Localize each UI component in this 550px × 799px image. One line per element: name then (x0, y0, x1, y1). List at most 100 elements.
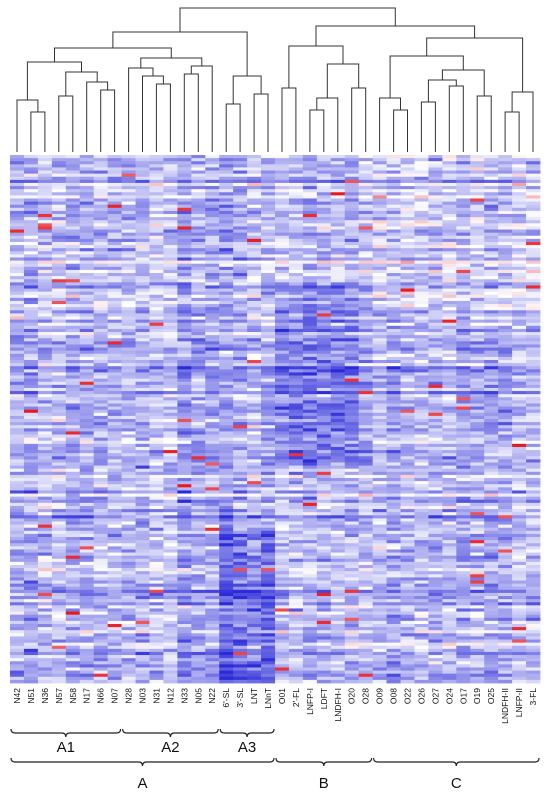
heatmap-cell (512, 484, 527, 488)
heatmap-cell (205, 161, 220, 165)
heatmap-cell (205, 474, 220, 479)
heatmap-cell (10, 471, 25, 476)
heatmap-cell (37, 537, 53, 541)
heatmap-cell (275, 422, 290, 426)
heatmap-cell (512, 481, 527, 485)
heatmap-cell (149, 530, 164, 535)
heatmap-cell (149, 176, 164, 181)
heatmap-cell (10, 238, 25, 243)
heatmap-cell (512, 378, 527, 383)
heatmap-cell (400, 214, 415, 218)
heatmap-cell (316, 552, 332, 557)
heatmap-cell (205, 381, 220, 386)
heatmap-cell (414, 375, 429, 380)
heatmap-cell (498, 220, 513, 224)
heatmap-cell (93, 369, 109, 373)
heatmap-cell (51, 241, 67, 246)
heatmap-cell (149, 279, 164, 283)
heatmap-cell (386, 394, 401, 398)
heatmap-cell (288, 344, 304, 348)
heatmap-cell (51, 415, 67, 420)
heatmap-cell (442, 195, 457, 199)
heatmap-cell (163, 297, 178, 302)
heatmap-cell (498, 229, 513, 234)
heatmap-cell (135, 527, 150, 532)
heatmap-cell (484, 493, 499, 498)
heatmap-cell (470, 462, 485, 466)
heatmap-cell (512, 524, 527, 529)
heatmap-cell (247, 276, 262, 280)
heatmap-cell (163, 248, 178, 252)
heatmap-cell (498, 397, 513, 401)
heatmap-cell (219, 350, 234, 355)
heatmap-cell (414, 537, 429, 541)
heatmap-cell (470, 381, 485, 386)
heatmap-cell (79, 533, 95, 538)
heatmap-cell (414, 192, 429, 196)
heatmap-cell (93, 282, 109, 286)
heatmap-cell (219, 325, 234, 330)
heatmap-cell (442, 198, 457, 202)
heatmap-cell (10, 443, 25, 448)
dendrogram-branch (351, 87, 367, 152)
heatmap-cell (470, 269, 485, 274)
heatmap-cell (107, 192, 122, 196)
heatmap-cell (442, 540, 457, 544)
heatmap-cell (358, 176, 374, 181)
heatmap-cell (428, 220, 443, 224)
heatmap-cell (414, 415, 429, 420)
heatmap-cell (386, 207, 401, 212)
heatmap-cell (484, 158, 499, 162)
heatmap-cell (275, 304, 290, 308)
heatmap-cell (414, 409, 429, 414)
heatmap-cell (498, 304, 513, 308)
heatmap-cell (261, 474, 276, 479)
heatmap-cell (275, 474, 290, 479)
heatmap-cell (149, 291, 164, 296)
heatmap-cell (428, 319, 443, 324)
heatmap-cell (358, 307, 374, 311)
heatmap-cell (316, 372, 332, 376)
heatmap-cell (358, 359, 374, 364)
heatmap-cell (400, 419, 415, 423)
heatmap-cell (470, 530, 485, 535)
heatmap-cell (65, 282, 81, 286)
heatmap-cell (456, 468, 471, 473)
heatmap-cell (414, 431, 429, 435)
heatmap-cell (275, 161, 290, 165)
heatmap-cell (372, 238, 387, 243)
heatmap-cell (177, 248, 192, 252)
heatmap-cell (275, 217, 290, 221)
heatmap-cell (372, 338, 387, 342)
heatmap-cell (219, 394, 234, 398)
heatmap-cell (470, 422, 485, 426)
heatmap-cell (37, 186, 53, 190)
heatmap-cell (93, 210, 109, 215)
heatmap-cell (470, 437, 485, 442)
heatmap-cell (442, 505, 457, 510)
heatmap-cell (247, 217, 262, 221)
heatmap-cell (358, 279, 374, 283)
heatmap-cell (414, 499, 429, 504)
heatmap-cell (65, 322, 81, 327)
heatmap-cell (316, 493, 332, 498)
heatmap-cell (191, 437, 206, 442)
heatmap-cell (65, 456, 81, 460)
heatmap-cell (358, 406, 374, 411)
heatmap-cell (107, 530, 122, 535)
heatmap-cell (23, 179, 39, 184)
heatmap-cell (261, 173, 276, 178)
heatmap-cell (205, 415, 220, 420)
heatmap-cell (51, 332, 67, 336)
heatmap-cell (163, 518, 178, 522)
heatmap-cell (261, 431, 276, 435)
heatmap-cell (65, 450, 81, 454)
heatmap-cell (428, 437, 443, 442)
heatmap-cell (107, 353, 122, 358)
heatmap-cell (177, 515, 192, 519)
heatmap-cell (121, 273, 136, 277)
heatmap-cell (10, 397, 25, 401)
heatmap-cell (498, 269, 513, 274)
heatmap-cell (288, 217, 304, 221)
heatmap-cell (149, 269, 164, 274)
